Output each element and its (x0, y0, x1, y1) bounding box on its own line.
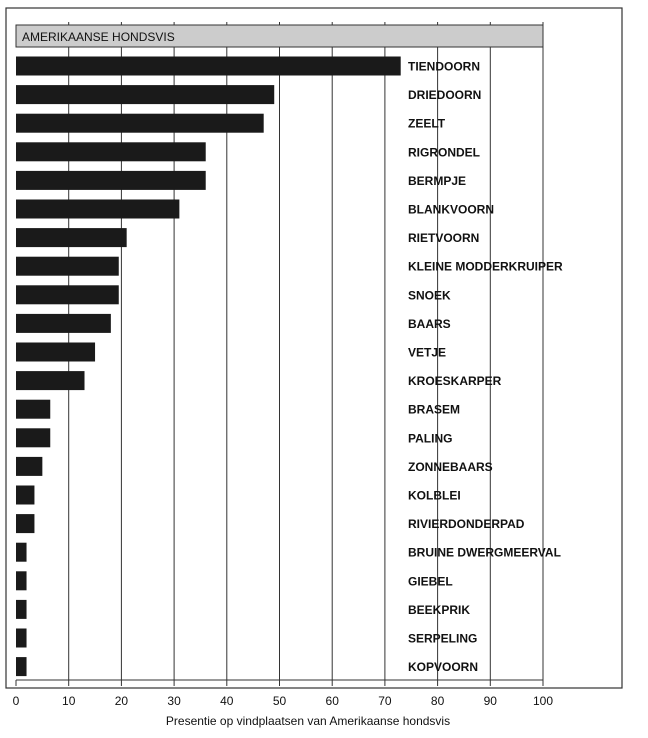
bar (16, 199, 180, 219)
bar (16, 657, 27, 677)
chart-title: AMERIKAANSE HONDSVIS (22, 30, 175, 44)
bar (16, 313, 111, 333)
category-label: RIETVOORN (408, 231, 479, 245)
category-label: DRIEDOORN (408, 88, 481, 102)
x-tick-label: 80 (431, 694, 445, 708)
bar (16, 342, 96, 362)
bar (16, 571, 27, 591)
category-label: ZONNEBAARS (408, 460, 493, 474)
category-label: SNOEK (408, 288, 451, 302)
x-tick-label: 10 (62, 694, 76, 708)
x-tick-label: 50 (273, 694, 287, 708)
bar (16, 170, 206, 190)
category-label: BERMPJE (408, 174, 466, 188)
category-label: KOPVOORN (408, 660, 478, 674)
bar (16, 142, 206, 162)
x-tick-label: 100 (533, 694, 553, 708)
bars (16, 56, 401, 677)
category-label: BEEKPRIK (408, 603, 470, 617)
category-label: RIVIERDONDERPAD (408, 517, 525, 531)
category-label: BAARS (408, 317, 451, 331)
x-tick-label: 60 (326, 694, 340, 708)
category-labels: TIENDOORN DRIEDOORN ZEELT RIGRONDEL BERMPJE B… (408, 60, 563, 675)
bar (16, 542, 27, 562)
x-tick-label: 70 (378, 694, 392, 708)
category-label: BRASEM (408, 403, 460, 417)
bar (16, 485, 35, 505)
x-tick-label: 30 (167, 694, 181, 708)
category-label: TIENDOORN (408, 60, 480, 74)
bar (16, 428, 51, 448)
x-tick-label: 20 (115, 694, 129, 708)
category-label: GIEBEL (408, 574, 453, 588)
x-tick-label: 90 (484, 694, 498, 708)
bar (16, 456, 43, 476)
category-label: KOLBLEI (408, 489, 461, 503)
category-label: ZEELT (408, 117, 446, 131)
category-label: BLANKVOORN (408, 203, 494, 217)
bar (16, 371, 85, 391)
bar (16, 285, 119, 305)
bar (16, 514, 35, 534)
bar (16, 56, 401, 76)
category-label: VETJE (408, 346, 446, 360)
bar (16, 256, 119, 276)
x-axis-ticks: 0 10 20 30 40 50 60 70 80 90 100 (13, 680, 553, 708)
x-tick-label: 0 (13, 694, 20, 708)
category-label: PALING (408, 431, 452, 445)
bar (16, 599, 27, 619)
x-tick-label: 40 (220, 694, 234, 708)
category-label: BRUINE DWERGMEERVAL (408, 546, 561, 560)
bar (16, 399, 51, 419)
bar (16, 628, 27, 648)
category-label: RIGRONDEL (408, 145, 480, 159)
bar (16, 228, 127, 248)
x-axis-label: Presentie op vindplaatsen van Amerikaans… (166, 714, 450, 728)
chart-frame (5, 7, 623, 689)
bar (16, 85, 275, 105)
bar (16, 113, 264, 133)
category-label: KLEINE MODDERKRUIPER (408, 260, 563, 274)
category-label: SERPELING (408, 632, 477, 646)
title-bar (15, 24, 544, 48)
category-label: KROESKARPER (408, 374, 502, 388)
